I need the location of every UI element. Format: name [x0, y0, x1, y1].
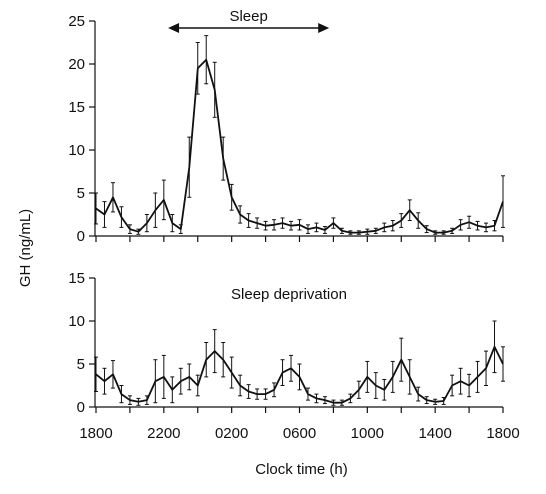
x-tick-label: 1800	[79, 425, 112, 442]
y-axis-title: GH (ng/mL)	[17, 209, 34, 287]
series-line	[95, 345, 504, 404]
y-tick-label: 10	[68, 142, 85, 159]
y-tick-label: 10	[68, 313, 85, 330]
x-tick-label: 1400	[418, 425, 451, 442]
y-tick-label: 0	[77, 228, 85, 245]
x-tick-label: 1800	[486, 425, 519, 442]
y-tick-label: 25	[68, 13, 85, 30]
y-tick-label: 20	[68, 56, 85, 73]
x-tick-label: 1000	[351, 425, 384, 442]
panel-annotation-label: Sleep deprivation	[231, 286, 347, 303]
y-tick-label: 15	[68, 99, 85, 116]
sleep-arrow-head-right	[318, 23, 330, 33]
y-tick-label: 15	[68, 270, 85, 287]
series-line	[95, 58, 504, 234]
x-tick-label: 2200	[147, 425, 180, 442]
y-tick-label: 5	[77, 356, 85, 373]
x-tick-label: 0200	[215, 425, 248, 442]
x-axis-title: Clock time (h)	[255, 461, 348, 478]
x-tick-label: 0600	[283, 425, 316, 442]
y-tick-label: 0	[77, 399, 85, 416]
y-tick-label: 5	[77, 185, 85, 202]
sleep-arrow-head-left	[168, 23, 180, 33]
sleep-annotation-label: Sleep	[229, 8, 267, 25]
